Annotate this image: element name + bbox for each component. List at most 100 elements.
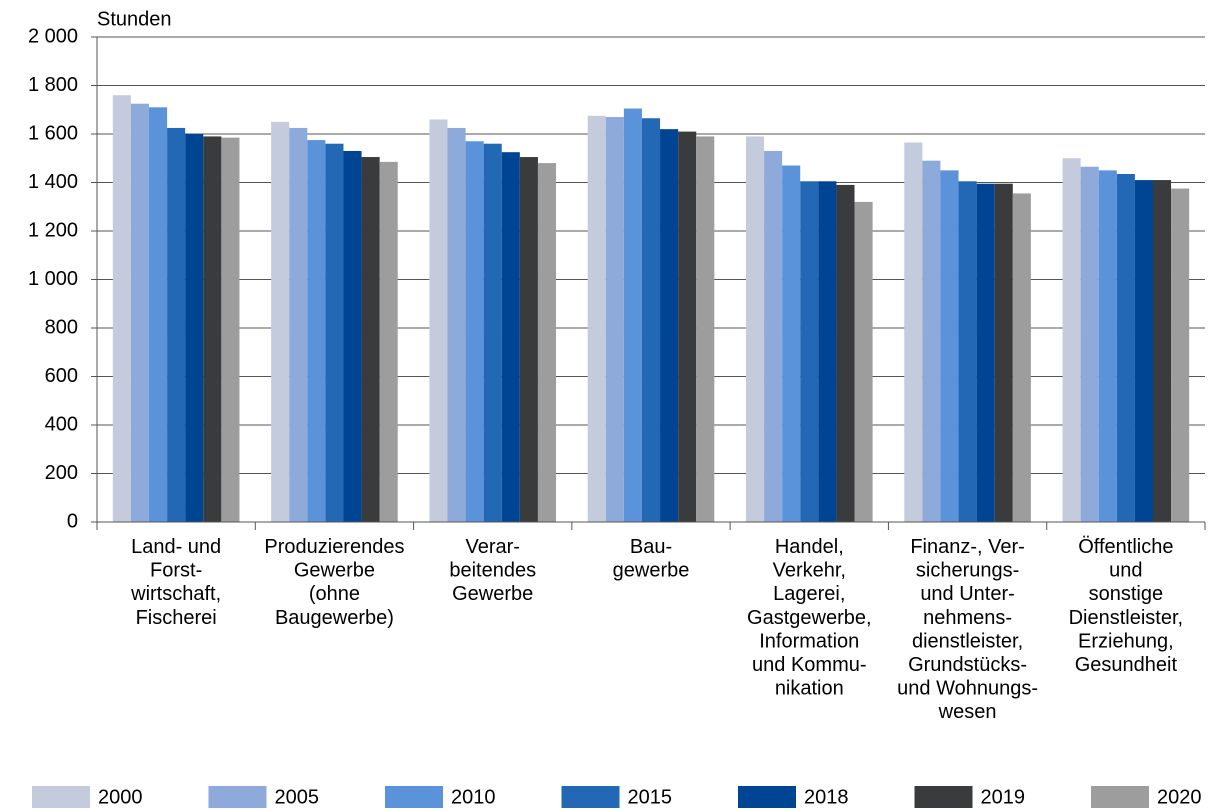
x-tick-label-line: sicherungs-: [916, 560, 1019, 582]
bar: [1152, 180, 1172, 522]
x-tick-label-line: Finanz-, Ver-: [910, 536, 1024, 558]
legend-swatch: [1091, 786, 1149, 808]
x-tick-label-line: Verkehr,: [773, 560, 846, 582]
bar: [1098, 170, 1117, 522]
bar: [501, 152, 520, 522]
bar: [800, 181, 819, 522]
x-tick-label-line: Verar-: [465, 536, 519, 558]
bar: [764, 150, 783, 522]
x-tick-label-line: gewerbe: [613, 560, 690, 582]
y-tick-label: 800: [45, 316, 78, 338]
x-tick-label-line: dienstleister,: [912, 631, 1023, 653]
bar: [976, 183, 995, 522]
y-tick-label: 1 000: [28, 268, 78, 290]
bar: [958, 181, 977, 522]
x-tick-label-line: Handel,: [775, 536, 844, 558]
x-tick-label-line: Dienstleister,: [1069, 607, 1184, 629]
bar: [1171, 188, 1190, 522]
x-tick-label-line: wirtschaft,: [130, 583, 221, 605]
legend-swatch: [385, 786, 443, 808]
y-tick-label: 0: [67, 510, 78, 532]
bar: [289, 127, 308, 522]
x-tick-label-line: und Wohnungs-: [897, 678, 1038, 700]
legend-swatch: [561, 786, 620, 808]
x-tick-label-line: Gastgewerbe,: [747, 607, 872, 629]
legend-label: 2010: [451, 786, 496, 808]
y-tick-label: 1 400: [28, 171, 78, 193]
x-tick-label-line: Gesundheit: [1075, 654, 1178, 676]
x-tick-label-line: Gewerbe: [452, 583, 533, 605]
bar: [130, 103, 150, 522]
x-tick-label-line: Forst-: [150, 560, 202, 582]
x-tick-label-line: und Kommu-: [752, 654, 867, 676]
bar: [922, 160, 941, 523]
bar: [379, 161, 398, 522]
bar: [361, 157, 380, 522]
x-tick-label-line: (ohne: [309, 583, 360, 605]
x-tick-label: Öffentliche und sonstige Dienstleister, Erzi…: [1069, 536, 1184, 676]
bar: [203, 136, 222, 523]
x-tick-label-line: und Unter-: [920, 583, 1015, 605]
y-tick-label: 2 000: [28, 25, 78, 47]
x-tick-label: Verar-beitendes Gewerbe: [449, 536, 536, 605]
bar: [429, 119, 448, 522]
bar: [854, 201, 873, 522]
bar: [221, 137, 240, 522]
x-tick-label-line: Grundstücks-: [908, 654, 1027, 676]
x-tick-label-line: Baugewerbe): [275, 607, 394, 629]
x-tick-label-line: Fischerei: [136, 607, 217, 629]
x-tick-label-line: sonstige: [1089, 583, 1164, 605]
y-tick-label: 1 200: [28, 219, 78, 241]
bar: [1062, 158, 1081, 522]
x-tick-label-line: Land- und: [131, 536, 221, 558]
bar: [605, 117, 624, 523]
x-tick-label: Handel, Verkehr, Lagerei, Gastgewerbe, Infor…: [747, 536, 872, 700]
bar: [940, 170, 959, 522]
x-tick-label-line: Lagerei,: [773, 583, 845, 605]
y-tick-label: 400: [45, 413, 78, 435]
bar: [465, 141, 484, 522]
bar: [343, 150, 362, 522]
bar: [782, 165, 801, 522]
bar: [307, 140, 326, 522]
y-tick-label: 1 600: [28, 122, 78, 144]
x-tick-label-line: nikation: [775, 678, 844, 700]
y-tick-label: 1 800: [28, 74, 78, 96]
x-tick-label-line: Produzierendes: [264, 536, 404, 558]
bar: [149, 107, 168, 522]
y-tick-label: 200: [45, 462, 78, 484]
bar: [1080, 166, 1099, 523]
bar: [904, 142, 923, 523]
bar: [271, 121, 290, 522]
x-tick-label-line: wesen: [938, 701, 997, 723]
legend-swatch: [738, 786, 796, 808]
x-tick-label: Bau-gewerbe: [613, 536, 690, 582]
x-tick-label: Land- und Forst-wirtschaft, Fischerei: [130, 536, 221, 629]
bar: [1012, 193, 1031, 522]
legend-label: 2020: [1157, 786, 1202, 808]
y-tick-label: 600: [45, 365, 78, 387]
bar: [660, 129, 679, 522]
bar: [1134, 180, 1153, 522]
x-tick-label: Finanz-, Ver-sicherungs-und Unter-nehmen…: [897, 536, 1038, 723]
legend-label: 2019: [981, 786, 1026, 808]
bar: [1116, 174, 1135, 522]
bar: [623, 108, 642, 522]
x-tick-label-line: Bau-: [630, 536, 672, 558]
y-axis-label: Stunden: [97, 8, 172, 30]
bar: [696, 136, 715, 523]
bar: [112, 95, 131, 522]
bar: [447, 127, 466, 522]
bar: [537, 163, 557, 522]
x-tick-label-line: Erziehung,: [1078, 631, 1174, 653]
bar: [167, 127, 186, 522]
x-tick-label-line: und: [1109, 560, 1142, 582]
legend-swatch: [32, 786, 90, 808]
legend-swatch: [914, 786, 973, 808]
bar: [483, 143, 502, 522]
legend-label: 2005: [275, 786, 320, 808]
bar: [745, 136, 765, 523]
x-tick-label-line: Öffentliche: [1078, 536, 1173, 558]
x-tick-label-line: Information: [759, 631, 859, 653]
